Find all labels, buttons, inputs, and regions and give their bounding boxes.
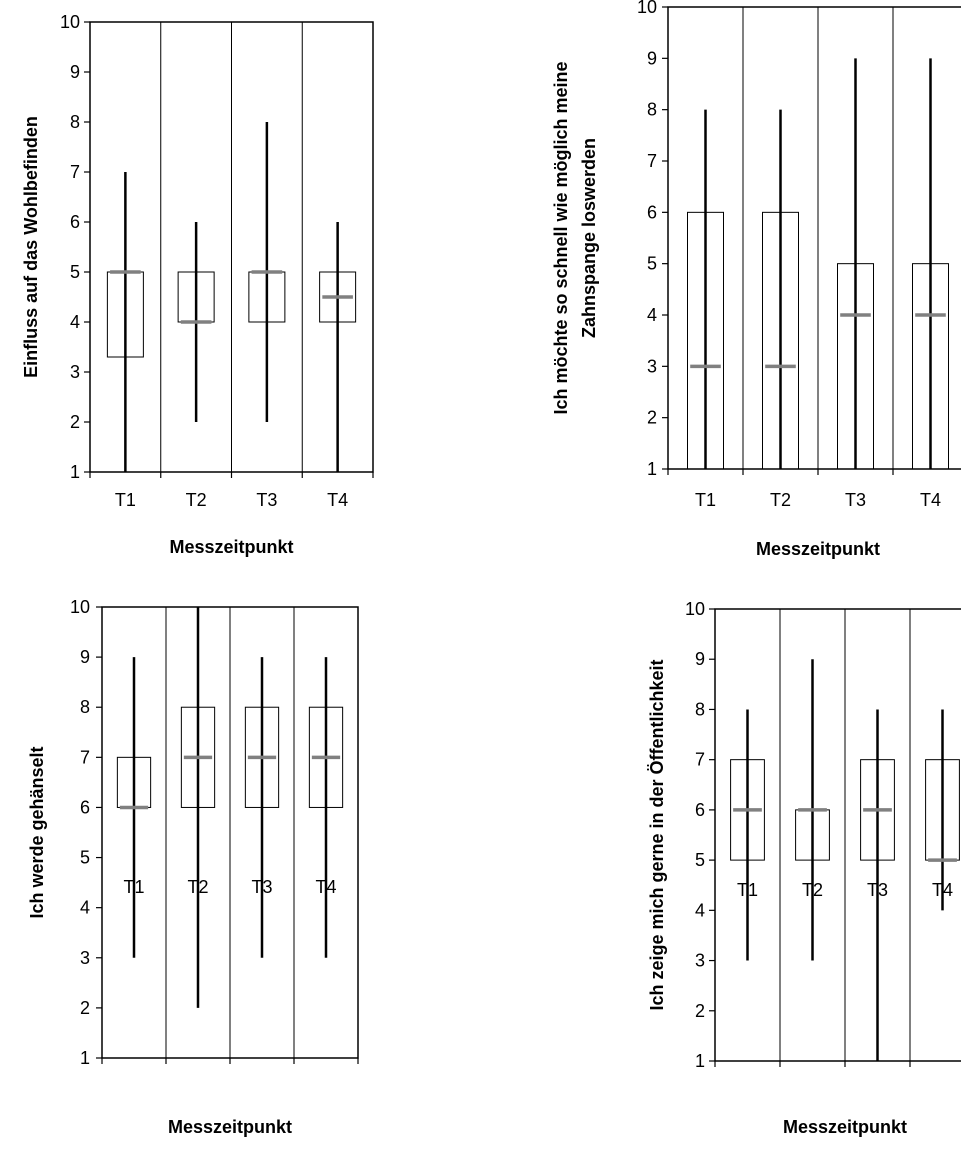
y-tick-label: 5: [70, 262, 80, 282]
x-axis-label: Messzeitpunkt: [168, 1117, 292, 1137]
box-iqr: [244, 706, 280, 808]
y-tick-label: 8: [695, 699, 705, 719]
y-tick-label: 3: [70, 362, 80, 382]
y-tick-label: 4: [80, 898, 90, 918]
y-tick-label: 8: [647, 100, 657, 120]
box-T1: [687, 109, 724, 470]
box-T4: [308, 657, 344, 958]
box-T1: [106, 172, 144, 472]
y-tick-label: 3: [695, 951, 705, 971]
y-tick-label: 10: [685, 599, 705, 619]
y-tick-label: 10: [70, 597, 90, 617]
y-tick-label: 4: [647, 305, 657, 325]
box-iqr: [319, 271, 357, 323]
y-tick-label: 6: [70, 212, 80, 232]
x-tick-label: T4: [327, 490, 348, 510]
box-T3: [837, 58, 874, 470]
box-T4: [925, 709, 960, 911]
box-T4: [912, 58, 949, 470]
y-tick-label: 4: [70, 312, 80, 332]
chart-panel-2: 1 2 3 4 5 6 7 8 9 10 T1 T2 T3 T4 Messzeitpunkt Ich möch…: [551, 0, 961, 559]
box-T3: [244, 657, 280, 958]
y-tick-label: 10: [60, 12, 80, 32]
y-tick-label: 1: [70, 462, 80, 482]
y-tick-label: 3: [80, 948, 90, 968]
box-iqr: [687, 211, 724, 470]
y-tick-label: 2: [647, 408, 657, 428]
box-iqr: [860, 759, 895, 861]
box-T2: [177, 222, 215, 422]
box-iqr: [180, 706, 216, 808]
box-iqr: [730, 759, 765, 861]
x-tick-label: T4: [920, 490, 941, 510]
y-tick-label: 9: [695, 649, 705, 669]
y-axis-label: Ich werde gehänselt: [27, 746, 47, 918]
y-tick-label: 7: [70, 162, 80, 182]
y-tick-label: 9: [647, 48, 657, 68]
y-tick-label: 7: [647, 151, 657, 171]
box-T1: [730, 709, 765, 961]
y-tick-label: 8: [80, 697, 90, 717]
box-iqr: [308, 706, 344, 808]
y-tick-label: 7: [80, 747, 90, 767]
box-T1: [116, 657, 152, 958]
box-T2: [762, 109, 799, 470]
y-tick-label: 9: [70, 62, 80, 82]
y-tick-label: 1: [695, 1051, 705, 1071]
box-iqr: [762, 211, 799, 470]
y-tick-label: 6: [647, 202, 657, 222]
box-iqr: [837, 263, 874, 470]
box-T3: [860, 709, 895, 1061]
y-tick-label: 4: [695, 900, 705, 920]
x-tick-label: T2: [770, 490, 791, 510]
y-tick-label: 6: [695, 800, 705, 820]
y-tick-label: 3: [647, 356, 657, 376]
plot-frame: [714, 608, 961, 1062]
y-tick-label: 5: [647, 254, 657, 274]
y-tick-label: 8: [70, 112, 80, 132]
y-tick-label: 10: [637, 0, 657, 17]
x-axis-label: Messzeitpunkt: [756, 539, 880, 559]
y-tick-label: 1: [647, 459, 657, 479]
x-tick-label: T1: [695, 490, 716, 510]
box-T2: [795, 659, 830, 961]
y-tick-label: 7: [695, 750, 705, 770]
y-tick-label: 5: [695, 850, 705, 870]
x-tick-label: T3: [256, 490, 277, 510]
y-axis-label: Ich zeige mich gerne in der Öffentlichke…: [647, 659, 667, 1010]
chart-panel-1: 1 2 3 4 5 6 7 8 9 10 T1 T2 T3 T4 Messzeitpunkt Einfluss…: [21, 12, 374, 557]
y-tick-label: 2: [80, 998, 90, 1018]
box-T2: [180, 607, 216, 1008]
x-tick-label: T1: [115, 490, 136, 510]
box-T3: [248, 122, 286, 422]
plot-frame: [667, 6, 961, 470]
y-tick-label: 5: [80, 848, 90, 868]
x-axis-label: Messzeitpunkt: [783, 1117, 907, 1137]
x-tick-label: T2: [186, 490, 207, 510]
box-iqr: [912, 263, 949, 470]
x-tick-label: T3: [845, 490, 866, 510]
y-axis-label: Einfluss auf das Wohlbefinden: [21, 116, 41, 378]
x-axis-label: Messzeitpunkt: [169, 537, 293, 557]
box-T4: [319, 222, 357, 472]
y-tick-label: 9: [80, 647, 90, 667]
y-axis-label: Ich möchte so schnell wie möglich meine: [551, 61, 571, 414]
y-tick-label: 2: [70, 412, 80, 432]
y-tick-label: 6: [80, 797, 90, 817]
y-tick-label: 1: [80, 1048, 90, 1068]
y-tick-label: 2: [695, 1001, 705, 1021]
y-axis-label: Zahnspange loswerden: [579, 138, 599, 338]
